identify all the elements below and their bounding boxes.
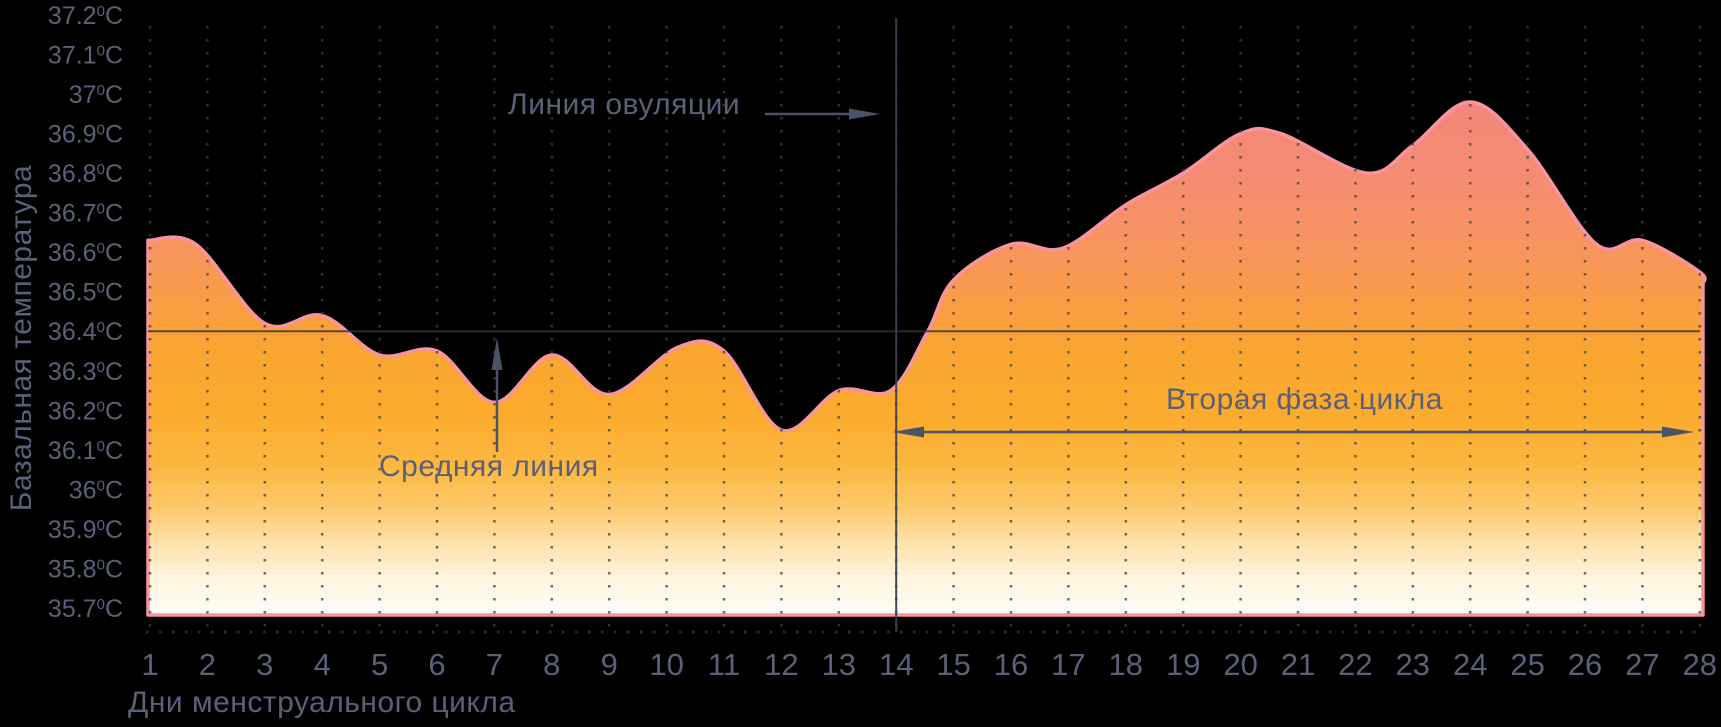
day-label: 13 — [822, 647, 856, 682]
x-axis-title: Дни менструального цикла — [128, 686, 516, 719]
y-tick-label: 360C — [69, 476, 123, 504]
y-tick-label: 35.90C — [48, 516, 123, 544]
y-tick-label: 37.10C — [48, 42, 123, 70]
day-label: 5 — [371, 647, 388, 682]
day-label: 12 — [764, 647, 798, 682]
day-label: 14 — [879, 647, 913, 682]
day-label: 15 — [936, 647, 970, 682]
y-tick-label: 36.40C — [48, 318, 123, 346]
day-label: 19 — [1166, 647, 1200, 682]
y-tick-label: 36.80C — [48, 160, 123, 188]
y-tick-label: 36.10C — [48, 437, 123, 465]
phase2-arrow-left-head — [892, 426, 924, 438]
day-label: 4 — [314, 647, 331, 682]
y-tick-label: 36.30C — [48, 358, 123, 386]
day-label: 25 — [1510, 647, 1544, 682]
middle-line-label: Средняя линия — [379, 450, 599, 483]
y-tick-label: 36.60C — [48, 239, 123, 267]
day-label: 20 — [1223, 647, 1257, 682]
day-label: 10 — [649, 647, 683, 682]
day-label: 8 — [543, 647, 560, 682]
ovulation-arrow-head — [849, 108, 880, 120]
day-label: 11 — [708, 647, 740, 682]
day-label: 23 — [1396, 647, 1430, 682]
second-phase-label: Вторая фаза цикла — [1166, 383, 1443, 416]
day-label: 22 — [1338, 647, 1372, 682]
day-label: 9 — [601, 647, 618, 682]
day-label: 1 — [141, 647, 158, 682]
day-label: 7 — [486, 647, 503, 682]
y-tick-label: 36.90C — [48, 121, 123, 149]
day-label: 18 — [1109, 647, 1143, 682]
y-tick-label: 35.70C — [48, 595, 123, 623]
day-label: 21 — [1281, 647, 1315, 682]
day-label: 16 — [994, 647, 1028, 682]
y-tick-label: 35.80C — [48, 555, 123, 583]
day-label: 6 — [428, 647, 445, 682]
y-axis-title: Базальная температура — [5, 164, 38, 512]
middle-arrow-head — [491, 338, 503, 370]
day-label: 28 — [1683, 647, 1717, 682]
y-tick-label: 36.50C — [48, 279, 123, 307]
y-tick-label: 370C — [69, 81, 123, 109]
y-tick-label: 36.70C — [48, 200, 123, 228]
temperature-area — [146, 100, 1707, 617]
y-tick-label: 36.20C — [48, 397, 123, 425]
day-label: 2 — [199, 647, 216, 682]
day-label: 26 — [1568, 647, 1602, 682]
day-label: 17 — [1051, 647, 1085, 682]
day-label: 27 — [1625, 647, 1659, 682]
ovulation-line-label: Линия овуляции — [508, 88, 741, 121]
phase2-arrow-right-head — [1662, 426, 1694, 438]
day-label: 24 — [1453, 647, 1487, 682]
day-label: 3 — [256, 647, 273, 682]
y-tick-label: 37.20C — [48, 2, 123, 30]
